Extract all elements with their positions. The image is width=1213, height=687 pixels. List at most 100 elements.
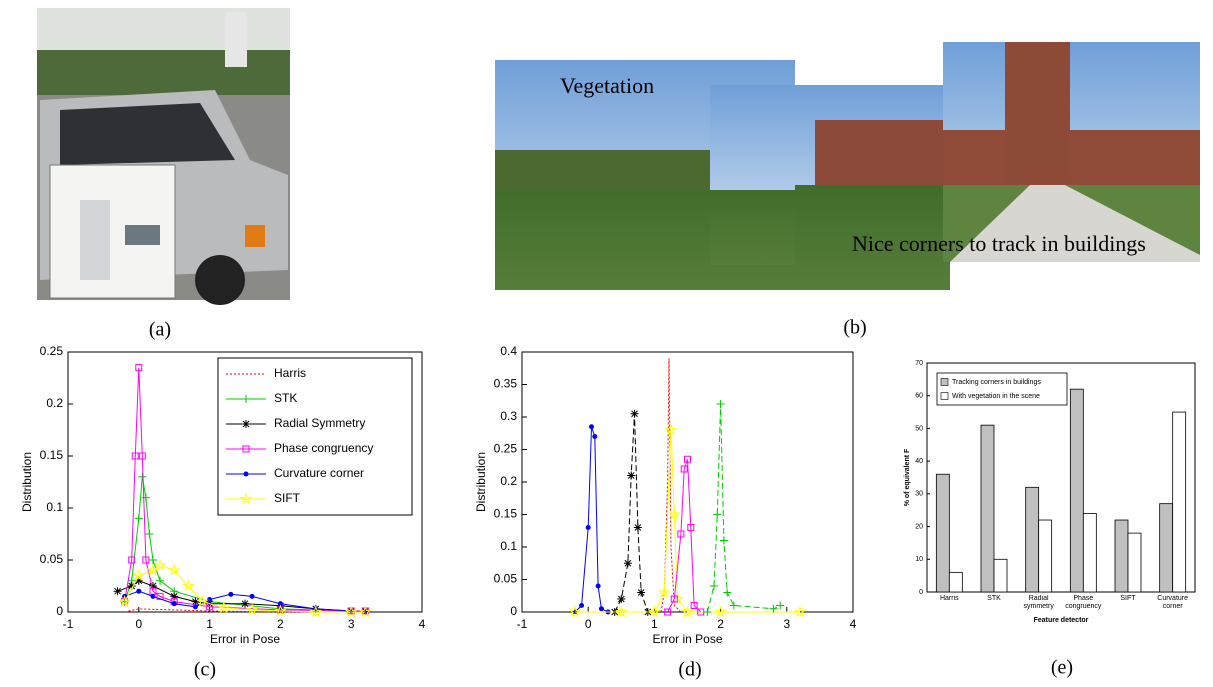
legend-swatch: [940, 392, 949, 400]
bar: [1069, 388, 1084, 593]
x-tick-label: Harris: [939, 595, 959, 602]
legend-label: Radial Symmetry: [274, 416, 365, 430]
y-tick-label: 70: [915, 360, 923, 367]
legend-swatch: [940, 378, 949, 386]
legend-label: With vegetation in the scene: [952, 393, 1040, 400]
marker: [630, 409, 639, 418]
y-tick-label: 0: [510, 604, 517, 618]
marker: [127, 582, 136, 590]
marker: [148, 582, 157, 590]
legend-label: Phase congruency: [274, 441, 373, 455]
y-tick-label: 0.05: [494, 572, 518, 586]
x-tick-label-box: Radial symmetry: [1023, 595, 1053, 610]
marker: [136, 588, 142, 594]
data-line: [124, 608, 366, 613]
marker: [228, 591, 234, 597]
data-line: [706, 403, 781, 613]
photo-label: Vegetation: [560, 73, 654, 98]
x-axis-label: Feature detector: [1034, 617, 1089, 624]
marker: [359, 605, 372, 618]
x-tick-label-box: SIFT: [1120, 595, 1136, 602]
y-tick-label: 0.2: [500, 474, 517, 488]
marker: [191, 597, 200, 606]
marker: [637, 588, 646, 597]
y-axis-label: Distribution: [474, 452, 488, 512]
marker: [595, 583, 601, 589]
marker: [141, 493, 150, 502]
marker: [648, 605, 661, 618]
y-tick-label: 0.4: [500, 344, 517, 358]
marker: [196, 595, 209, 607]
marker: [344, 605, 358, 618]
marker: [242, 445, 250, 453]
y-tick-label: 40: [915, 458, 923, 465]
marker: [243, 471, 249, 477]
marker: [776, 601, 785, 610]
marker: [719, 536, 728, 545]
x-tick-label-box: Phase congruency: [1065, 595, 1102, 610]
y-tick-label: 0.25: [494, 442, 518, 456]
bar: [935, 473, 950, 593]
x-tick-label-box: STK: [987, 595, 1001, 602]
x-tick-label: Curvature corner: [1157, 595, 1189, 610]
marker: [128, 556, 136, 564]
marker: [713, 510, 722, 519]
caption: (b): [843, 317, 866, 339]
marker: [793, 605, 807, 618]
marker: [156, 592, 164, 600]
marker: [615, 605, 628, 618]
marker: [598, 606, 604, 612]
y-tick-label: 0.25: [40, 344, 64, 358]
marker: [668, 507, 681, 520]
marker: [684, 455, 691, 463]
bar: [1025, 486, 1040, 593]
marker: [309, 605, 323, 618]
bar: [980, 424, 995, 593]
marker: [769, 604, 778, 613]
legend-label: SIFT: [274, 491, 301, 505]
marker: [714, 605, 727, 618]
bar: [993, 558, 1008, 593]
marker: [134, 576, 143, 585]
marker: [182, 579, 195, 592]
bar: [1038, 519, 1053, 593]
marker: [627, 471, 636, 480]
x-axis-label: Error in Pose: [210, 632, 280, 646]
bar: [1159, 503, 1174, 593]
caption: (c): [194, 659, 216, 681]
marker: [617, 595, 626, 603]
marker: [709, 582, 718, 590]
marker: [156, 576, 165, 585]
x-tick-label: Phase congruency: [1065, 595, 1102, 610]
x-tick-label-box: Curvature corner: [1157, 595, 1189, 610]
photo-van: [37, 8, 290, 305]
x-tick-label: STK: [987, 595, 1001, 602]
data-line: [614, 413, 649, 613]
y-tick-label: 0: [919, 589, 923, 596]
x-axis-label: Error in Pose: [652, 632, 722, 646]
marker: [623, 559, 632, 568]
legend-label: Curvature corner: [274, 466, 364, 480]
y-tick-label: 0.05: [40, 552, 64, 566]
marker: [138, 452, 146, 460]
x-tick-label: SIFT: [1120, 595, 1136, 602]
marker: [146, 563, 160, 576]
legend-box: [936, 372, 1068, 406]
bar: [1127, 532, 1142, 593]
marker: [703, 608, 712, 616]
axes-box: [521, 351, 854, 613]
y-tick-label: 0.15: [40, 448, 64, 462]
marker: [217, 601, 230, 614]
marker: [568, 605, 582, 618]
y-tick-label: 30: [915, 491, 923, 498]
marker: [241, 599, 249, 608]
marker: [131, 452, 139, 460]
marker: [579, 603, 585, 608]
marker: [148, 556, 157, 564]
marker: [592, 434, 598, 439]
axes-box: [926, 362, 1196, 593]
marker: [170, 592, 179, 601]
marker: [687, 524, 695, 531]
